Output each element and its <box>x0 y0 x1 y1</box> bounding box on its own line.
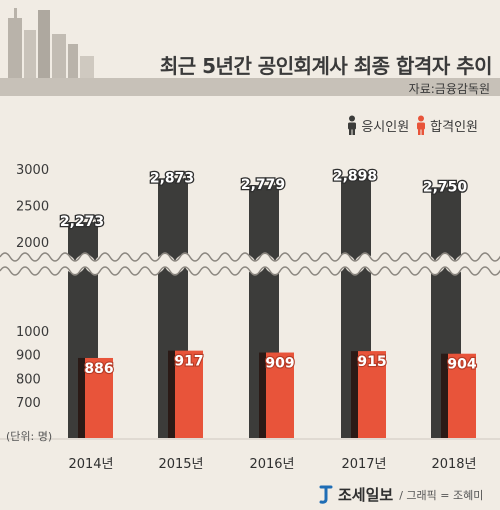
y-tick-label: 2500 <box>16 200 49 215</box>
data-label-applicants: 2,273 <box>60 214 104 230</box>
x-tick-label: 2015년 <box>158 457 203 472</box>
data-label-passers: 915 <box>357 354 386 370</box>
brand-name: 조세일보 <box>338 486 394 504</box>
legend: 응시인원 합격인원 <box>340 115 478 135</box>
y-tick-label: 700 <box>16 396 41 411</box>
axis-break-band <box>0 254 500 274</box>
y-tick-label: 1000 <box>16 325 49 340</box>
bar-passers <box>85 357 113 438</box>
bar-passers <box>448 353 476 438</box>
x-tick-label: 2018년 <box>431 457 476 472</box>
bar-passers <box>266 352 294 438</box>
brand-logo-icon <box>319 485 333 504</box>
city-skyline-graphic <box>8 8 94 80</box>
data-label-passers: 886 <box>84 361 113 377</box>
legend-label-applicants: 응시인원 <box>361 119 410 135</box>
data-label-applicants: 2,898 <box>333 168 377 184</box>
y-tick-label: 2000 <box>16 236 49 251</box>
legend-item-passers: 합격인원 <box>415 115 478 135</box>
data-label-applicants: 2,779 <box>241 177 285 193</box>
data-label-passers: 909 <box>265 356 294 372</box>
legend-item-applicants: 응시인원 <box>346 115 409 135</box>
person-icon <box>417 115 426 135</box>
data-label-passers: 917 <box>174 354 203 370</box>
person-icon <box>348 115 357 135</box>
data-label-passers: 904 <box>447 357 476 373</box>
axis-break-line-top <box>0 252 500 262</box>
x-tick-label: 2014년 <box>68 457 113 472</box>
data-label-applicants: 2,873 <box>150 170 194 186</box>
y-tick-label: 900 <box>16 349 41 364</box>
x-tick-label: 2016년 <box>249 457 294 472</box>
data-label-applicants: 2,750 <box>423 179 468 195</box>
footer-brand: 조세일보 / 그래픽 = 조혜미 <box>318 484 483 505</box>
unit-label: (단위: 명) <box>6 430 53 443</box>
title-bar <box>0 78 500 96</box>
y-tick-label: 3000 <box>16 163 49 178</box>
legend-label-passers: 합격인원 <box>430 119 478 135</box>
axis-break-line-bottom <box>0 266 500 276</box>
bar-passers <box>358 351 386 438</box>
x-tick-label: 2017년 <box>341 457 386 472</box>
source-label: 자료:금융감독원 <box>408 82 490 96</box>
bar-passers <box>175 350 203 438</box>
y-tick-label: 800 <box>16 372 41 387</box>
chart-title: 최근 5년간 공인회계사 최종 합격자 추이 <box>159 54 493 78</box>
graphic-credit: / 그래픽 = 조혜미 <box>399 488 484 502</box>
